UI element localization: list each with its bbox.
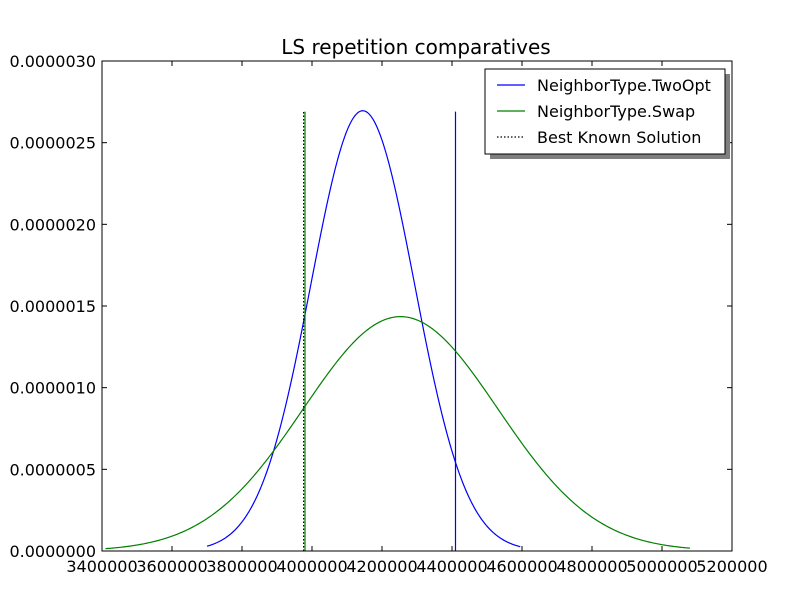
series-curve-0 <box>206 110 521 548</box>
y-tick-label: 0.0000025 <box>9 134 96 153</box>
y-tick-label: 0.0000020 <box>9 215 96 234</box>
x-tick-label: 3600000 <box>136 557 207 576</box>
legend-label-1: NeighborType.Swap <box>537 102 695 121</box>
y-tick-label: 0.0000015 <box>9 297 96 316</box>
legend: NeighborType.TwoOpt NeighborType.Swap Best… <box>484 68 730 159</box>
y-tick-label: 0.0000030 <box>9 52 96 71</box>
y-tick-label: 0.0000005 <box>9 460 96 479</box>
x-tick-label: 3400000 <box>66 557 137 576</box>
plot-content <box>105 110 691 551</box>
series-curve-1 <box>105 316 691 550</box>
x-tick-label: 4800000 <box>556 557 627 576</box>
axes: 3400000360000038000004000000420000044000… <box>9 52 767 576</box>
x-tick-label: 4000000 <box>276 557 347 576</box>
x-tick-label: 5000000 <box>626 557 697 576</box>
x-tick-label: 4200000 <box>346 557 417 576</box>
x-tick-label: 3800000 <box>206 557 277 576</box>
x-tick-label: 4600000 <box>486 557 557 576</box>
y-tick-label: 0.0000010 <box>9 379 96 398</box>
x-tick-label: 5200000 <box>696 557 767 576</box>
chart-title: LS repetition comparatives <box>281 35 550 59</box>
legend-label-2: Best Known Solution <box>537 128 701 147</box>
x-tick-label: 4400000 <box>416 557 487 576</box>
plot-area <box>105 110 691 551</box>
legend-label-0: NeighborType.TwoOpt <box>537 76 711 95</box>
y-tick-label: 0.0000000 <box>9 542 96 561</box>
